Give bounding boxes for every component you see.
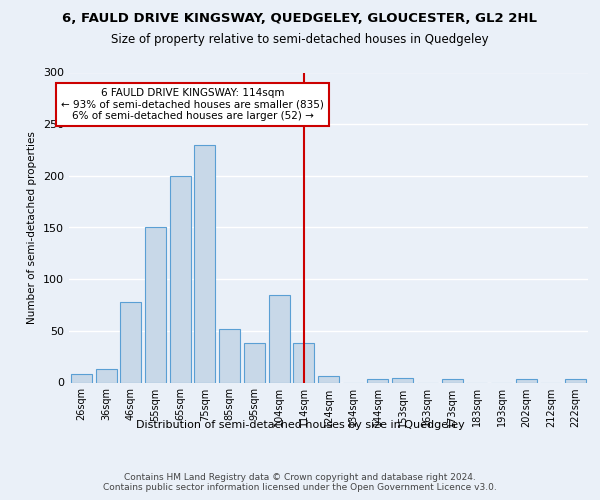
Text: Contains HM Land Registry data © Crown copyright and database right 2024.
Contai: Contains HM Land Registry data © Crown c… [103, 472, 497, 492]
Bar [244, 343, 265, 382]
Bar [442, 380, 463, 382]
Bar [565, 380, 586, 382]
Bar [145, 228, 166, 382]
Text: 6 FAULD DRIVE KINGSWAY: 114sqm
← 93% of semi-detached houses are smaller (835)
6: 6 FAULD DRIVE KINGSWAY: 114sqm ← 93% of … [61, 88, 324, 121]
Y-axis label: Number of semi-detached properties: Number of semi-detached properties [28, 131, 37, 324]
Bar [120, 302, 141, 382]
Bar [71, 374, 92, 382]
Bar [95, 369, 116, 382]
Text: Distribution of semi-detached houses by size in Quedgeley: Distribution of semi-detached houses by … [136, 420, 464, 430]
Bar [392, 378, 413, 382]
Bar [194, 145, 215, 382]
Bar [219, 329, 240, 382]
Bar [269, 294, 290, 382]
Bar [318, 376, 339, 382]
Text: 6, FAULD DRIVE KINGSWAY, QUEDGELEY, GLOUCESTER, GL2 2HL: 6, FAULD DRIVE KINGSWAY, QUEDGELEY, GLOU… [62, 12, 538, 26]
Text: Size of property relative to semi-detached houses in Quedgeley: Size of property relative to semi-detach… [111, 32, 489, 46]
Bar [516, 380, 537, 382]
Bar [170, 176, 191, 382]
Bar [367, 380, 388, 382]
Bar [293, 343, 314, 382]
